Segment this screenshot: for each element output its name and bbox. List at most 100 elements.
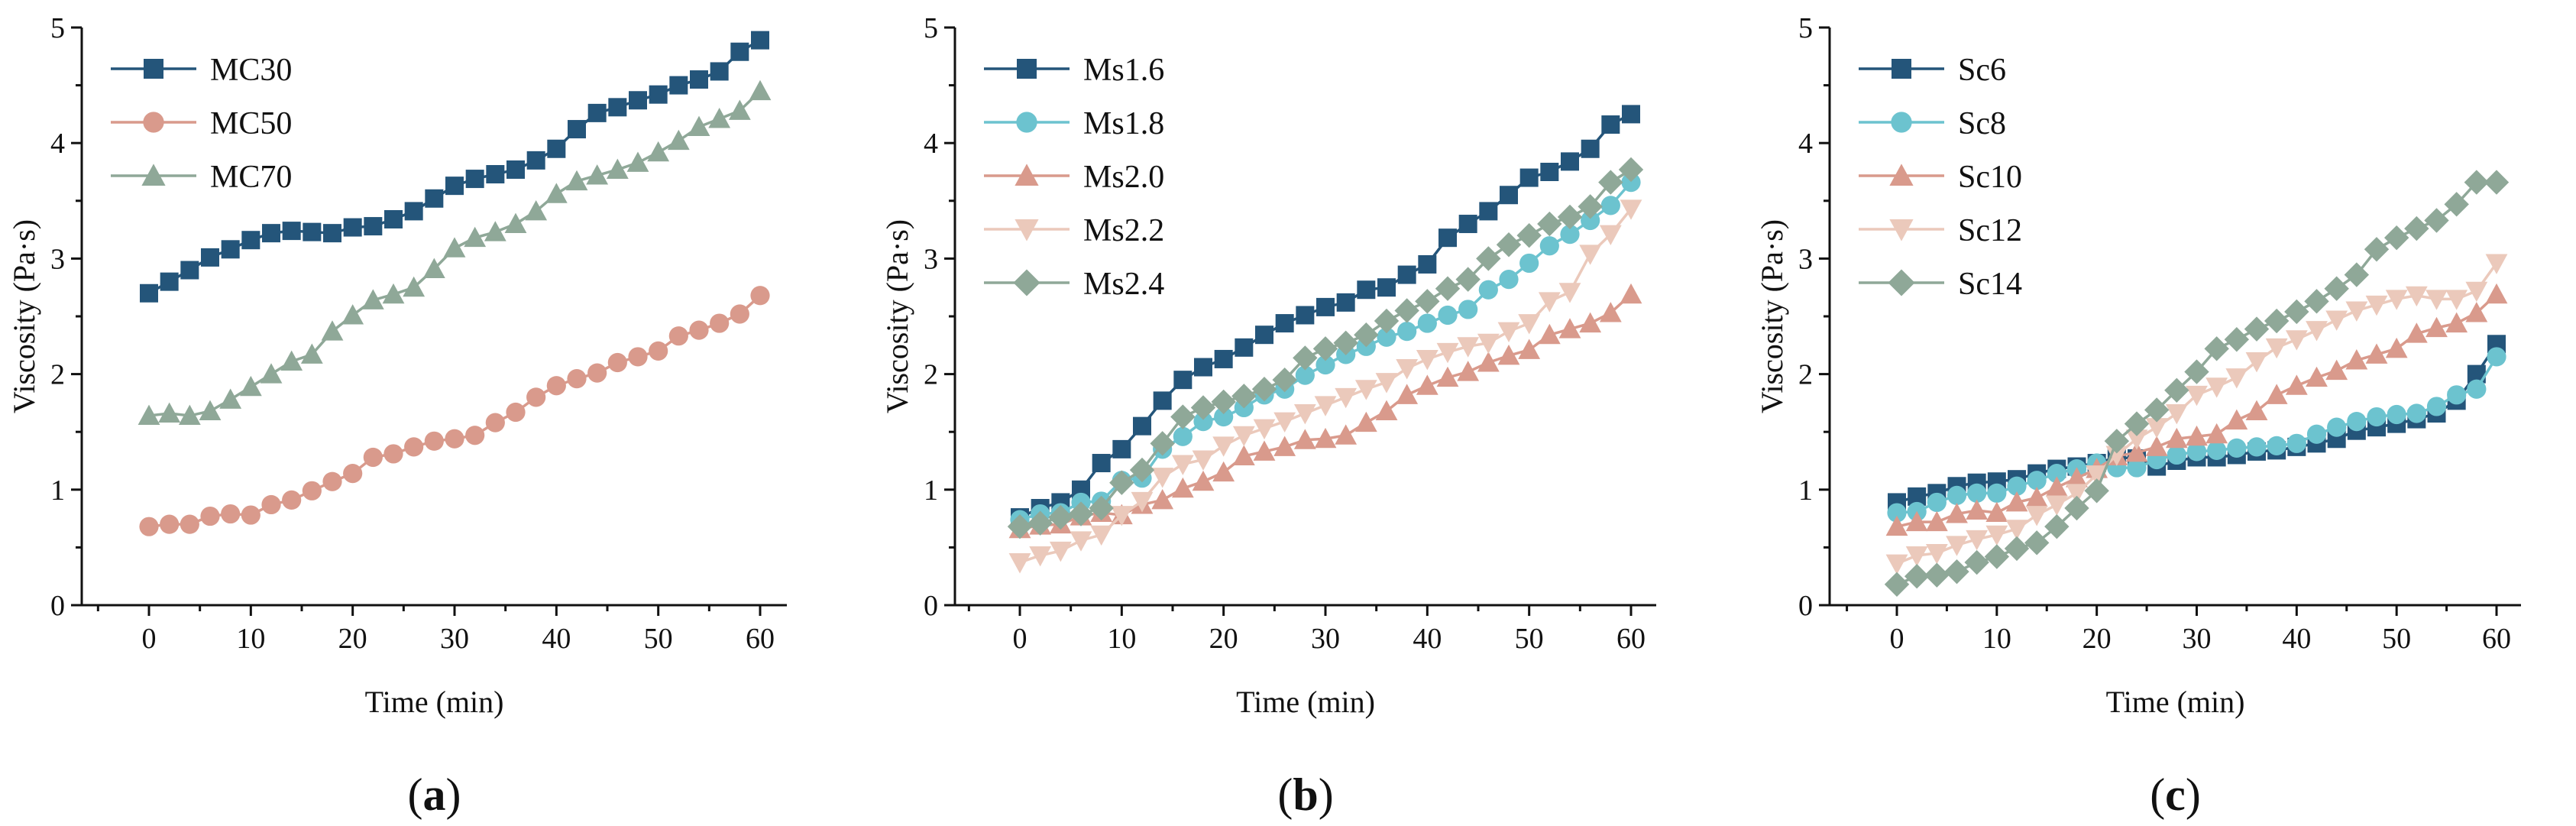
data-point (1316, 355, 1335, 375)
panel-label: (c) (2150, 769, 2201, 820)
data-point (1987, 483, 2007, 503)
data-point (180, 514, 199, 534)
data-point (1518, 314, 1541, 335)
data-point (2265, 384, 2288, 404)
data-point (1335, 387, 1358, 409)
legend-label: Sc14 (1958, 267, 2022, 302)
data-point (404, 437, 424, 457)
data-point (1500, 186, 1518, 205)
data-point (1377, 327, 1396, 347)
data-point (1905, 510, 1928, 532)
data-point (668, 326, 688, 346)
data-point (1150, 431, 1175, 456)
data-point (445, 429, 464, 449)
series-Sc10 (1885, 283, 2508, 536)
data-point (404, 202, 423, 221)
data-point (1231, 384, 1257, 409)
data-point (2007, 476, 2027, 496)
data-point (2285, 330, 2308, 351)
legend-label: Ms1.8 (1083, 106, 1164, 141)
data-point (2145, 418, 2168, 439)
data-point (2364, 237, 2390, 262)
data-point (1293, 345, 1318, 371)
data-point (1092, 454, 1111, 473)
data-point (1946, 503, 1968, 523)
data-point (2025, 486, 2048, 507)
data-point (2066, 467, 2088, 488)
panel-label-open: ( (408, 769, 423, 820)
data-point (403, 276, 426, 297)
x-tick-label: 40 (2282, 623, 2311, 655)
y-tick-label: 1 (924, 475, 938, 507)
data-point (546, 376, 566, 396)
x-tick-label: 40 (542, 623, 571, 655)
data-point (2186, 425, 2208, 446)
data-point (1927, 492, 1947, 513)
data-point (2004, 536, 2030, 562)
data-point (1375, 400, 1398, 420)
data-point (2345, 301, 2368, 322)
data-point (1622, 105, 1640, 124)
data-point (1618, 157, 1644, 183)
legend-marker (1888, 269, 1915, 296)
legend-marker (1013, 269, 1040, 296)
data-point (2284, 299, 2309, 325)
data-point (465, 426, 485, 445)
data-point (2024, 530, 2050, 556)
data-point (343, 218, 362, 237)
data-point (2324, 276, 2349, 301)
data-point (1620, 199, 1642, 220)
data-point (1601, 115, 1620, 134)
data-point (2207, 440, 2227, 460)
data-point (2426, 316, 2448, 338)
data-point (1090, 525, 1113, 546)
data-point (1374, 308, 1400, 334)
data-point (323, 224, 341, 243)
data-point (567, 369, 587, 389)
legend-label: Sc10 (1958, 160, 2022, 195)
data-point (2186, 385, 2208, 407)
data-point (2325, 359, 2348, 381)
data-point (1457, 337, 1480, 358)
panel-label-letter: a (423, 769, 446, 820)
panel-label-close: ) (2186, 769, 2201, 820)
panel-label: (b) (1277, 769, 1333, 820)
data-point (626, 151, 649, 172)
data-point (1538, 323, 1561, 345)
x-tick-label: 20 (2082, 623, 2112, 655)
data-point (445, 177, 464, 196)
panel-label-letter: c (2165, 769, 2186, 820)
series-MC30 (140, 31, 769, 303)
data-point (1275, 314, 1294, 333)
data-point (425, 189, 444, 208)
data-point (2245, 400, 2268, 420)
data-point (568, 120, 586, 139)
data-point (1966, 499, 1989, 520)
data-point (1314, 396, 1337, 416)
data-point (1293, 429, 1316, 449)
data-point (728, 99, 751, 120)
data-point (160, 272, 179, 291)
data-point (1171, 455, 1194, 475)
x-tick-label: 0 (142, 623, 157, 655)
x-tick-label: 50 (644, 623, 673, 655)
data-point (1458, 300, 1478, 319)
legend-marker (144, 59, 163, 79)
data-point (280, 350, 303, 371)
data-point (1946, 536, 1968, 556)
data-point (1214, 407, 1234, 427)
data-point (158, 402, 181, 423)
data-point (1375, 373, 1398, 394)
data-point (486, 165, 505, 184)
data-point (608, 98, 627, 117)
data-point (1027, 510, 1053, 536)
data-point (1417, 313, 1437, 333)
data-point (2385, 290, 2408, 310)
data-point (201, 248, 219, 267)
data-point (1312, 336, 1338, 361)
data-point (2047, 464, 2066, 484)
x-tick-label: 50 (2382, 623, 2411, 655)
data-point (2005, 491, 2028, 512)
